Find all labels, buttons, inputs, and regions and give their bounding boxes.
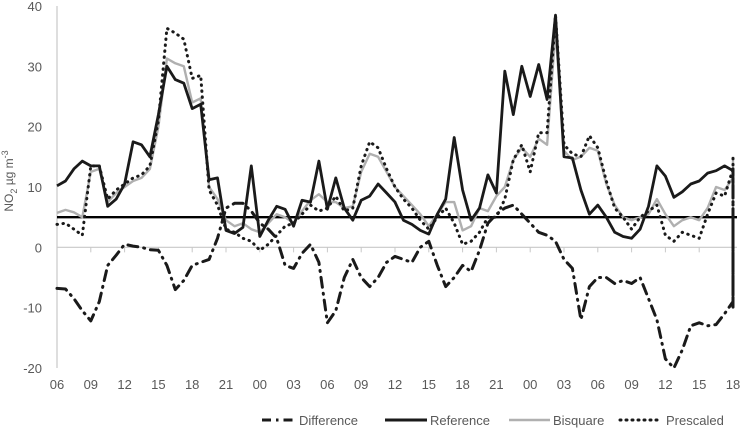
x-tick-label: 03 [557, 377, 571, 392]
legend-item-reference: Reference [385, 413, 490, 428]
legend-item-difference: Difference [262, 413, 358, 428]
x-tick-label: 09 [624, 377, 638, 392]
x-axis-tick-labels: 06 09 12 15 18 21 00 03 06 09 12 15 18 21 00 03 06 09 12 15… [50, 377, 740, 392]
legend-label-prescaled: Prescaled [666, 413, 724, 428]
legend-label-reference: Reference [430, 413, 490, 428]
x-tick-label: 09 [354, 377, 368, 392]
y-tick-label: 10 [28, 180, 42, 195]
x-tick-label: 15 [151, 377, 165, 392]
y-tick-label: -10 [23, 301, 42, 316]
y-tick-label: -20 [23, 361, 42, 376]
y-axis-label: NO2 µg m-3 [0, 150, 19, 211]
x-tick-label: 09 [84, 377, 98, 392]
x-tick-label: 06 [320, 377, 334, 392]
x-tick-label: 00 [523, 377, 537, 392]
x-tick-label: 12 [388, 377, 402, 392]
x-tick-label: 18 [455, 377, 469, 392]
x-tick-label: 15 [422, 377, 436, 392]
x-tick-label: 18 [185, 377, 199, 392]
y-axis-title: NO2 µg m-3 [0, 150, 19, 211]
x-tick-label: 03 [286, 377, 300, 392]
x-tick-label: 18 [726, 377, 740, 392]
x-tick-label: 12 [658, 377, 672, 392]
axes [56, 6, 737, 368]
legend-label-difference: Difference [299, 413, 358, 428]
legend: Difference Reference Bisquare Prescaled [0, 410, 742, 430]
y-tick-label: 30 [28, 59, 42, 74]
x-tick-label: 06 [591, 377, 605, 392]
series-prescaled [55, 13, 735, 252]
x-tick-label: 12 [117, 377, 131, 392]
x-tick-label: 21 [219, 377, 233, 392]
series-difference [55, 167, 735, 370]
legend-item-prescaled: Prescaled [618, 413, 724, 428]
y-tick-label: 0 [35, 240, 42, 255]
x-tick-label: 00 [253, 377, 267, 392]
series-layer [55, 13, 735, 370]
series-reference [56, 13, 735, 240]
legend-item-bisquare: Bisquare [509, 413, 604, 428]
x-tick-label: 21 [489, 377, 503, 392]
y-tick-label: 40 [28, 0, 42, 14]
series-bisquare [56, 28, 735, 234]
x-tick-label: 06 [50, 377, 64, 392]
x-tick-label: 15 [692, 377, 706, 392]
y-axis-tick-labels: -20 -10 0 10 20 30 40 [23, 0, 42, 376]
y-tick-label: 20 [28, 120, 42, 135]
legend-label-bisquare: Bisquare [553, 413, 604, 428]
